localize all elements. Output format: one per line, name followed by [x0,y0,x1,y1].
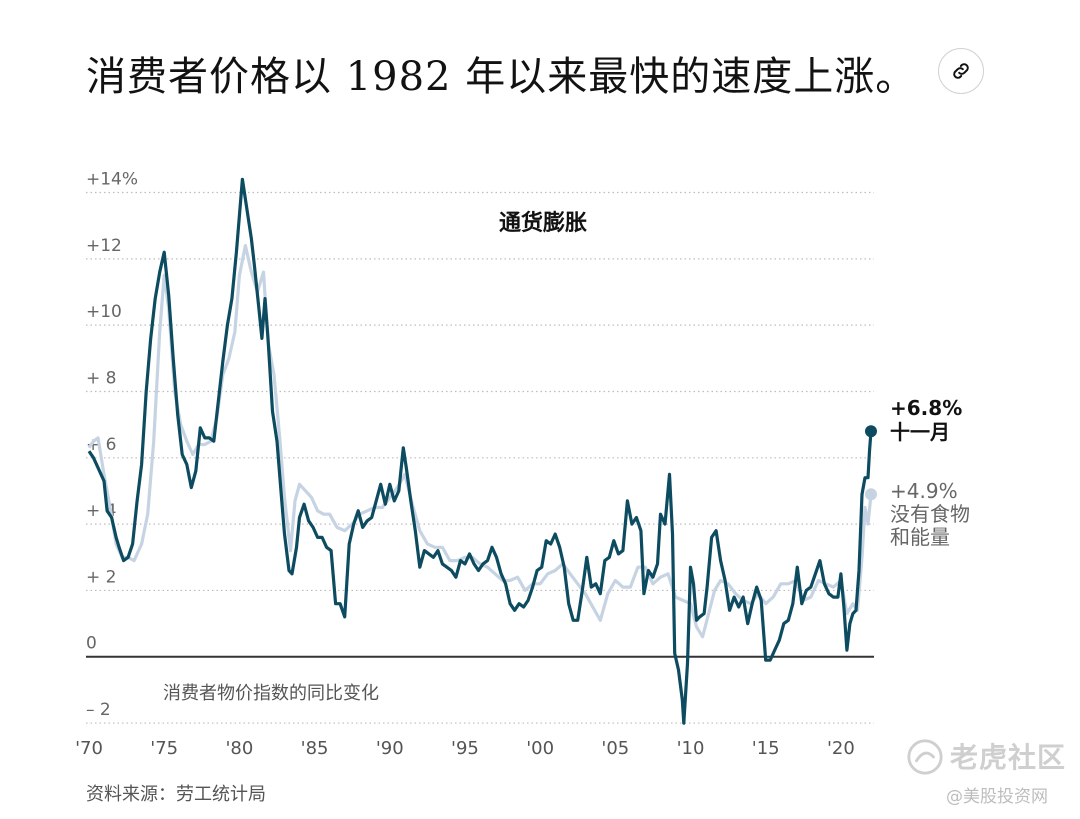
y-tick-label: +10 [86,302,122,322]
tiger-logo-icon [907,739,943,775]
y-tick-label: 0 [86,634,97,654]
x-tick-label: '85 [301,738,329,759]
core-value-label: +4.9% [890,479,958,503]
chart-annotation: 消费者物价指数的同比变化 [163,683,379,704]
x-axis-ticks: '70 '75 '80 '85 '90 '95 '00 '05 '10 '15 '20 [75,738,855,759]
x-tick-label: '20 [827,738,855,759]
headline-cpi-line [87,177,873,725]
x-tick-label: '80 [225,738,253,759]
x-tick-label: '05 [601,738,629,759]
y-tick-label: +12 [86,236,122,256]
core-series-label: 和能量 [890,525,950,549]
chart-title: 通货膨胀 [499,210,587,236]
x-tick-label: '70 [75,738,103,759]
y-tick-label: – 2 [86,700,111,720]
x-tick-label: '15 [752,738,780,759]
headline-period-label: 十一月 [890,420,950,444]
y-axis-ticks: +14%+12+10+ 8+ 6+ 4+ 20– 2 [86,170,138,721]
core-cpi-line [87,244,873,639]
watermark-sub: @美股投资网 [946,787,1048,807]
x-tick-label: '75 [150,738,178,759]
link-icon [953,63,969,79]
x-tick-label: '10 [677,738,705,759]
y-tick-label: + 2 [86,567,116,587]
core-end-point [864,488,877,501]
core-series-label: 没有食物 [890,502,970,526]
share-link-button[interactable] [938,48,984,94]
x-tick-label: '00 [526,738,554,759]
y-tick-label: + 8 [86,368,116,388]
gridlines [86,191,874,724]
x-tick-label: '95 [451,738,479,759]
x-tick-label: '90 [376,738,404,759]
y-tick-label: +14% [86,170,138,190]
source-note: 资料来源：劳工统计局 [86,784,266,805]
headline-end-point [864,425,877,438]
series-lines [87,177,877,725]
headline: 消费者价格以 1982 年以来最快的速度上涨。 [86,54,917,100]
watermark-name: 老虎社区 [950,741,1067,774]
headline-value-label: +6.8% [890,396,962,420]
